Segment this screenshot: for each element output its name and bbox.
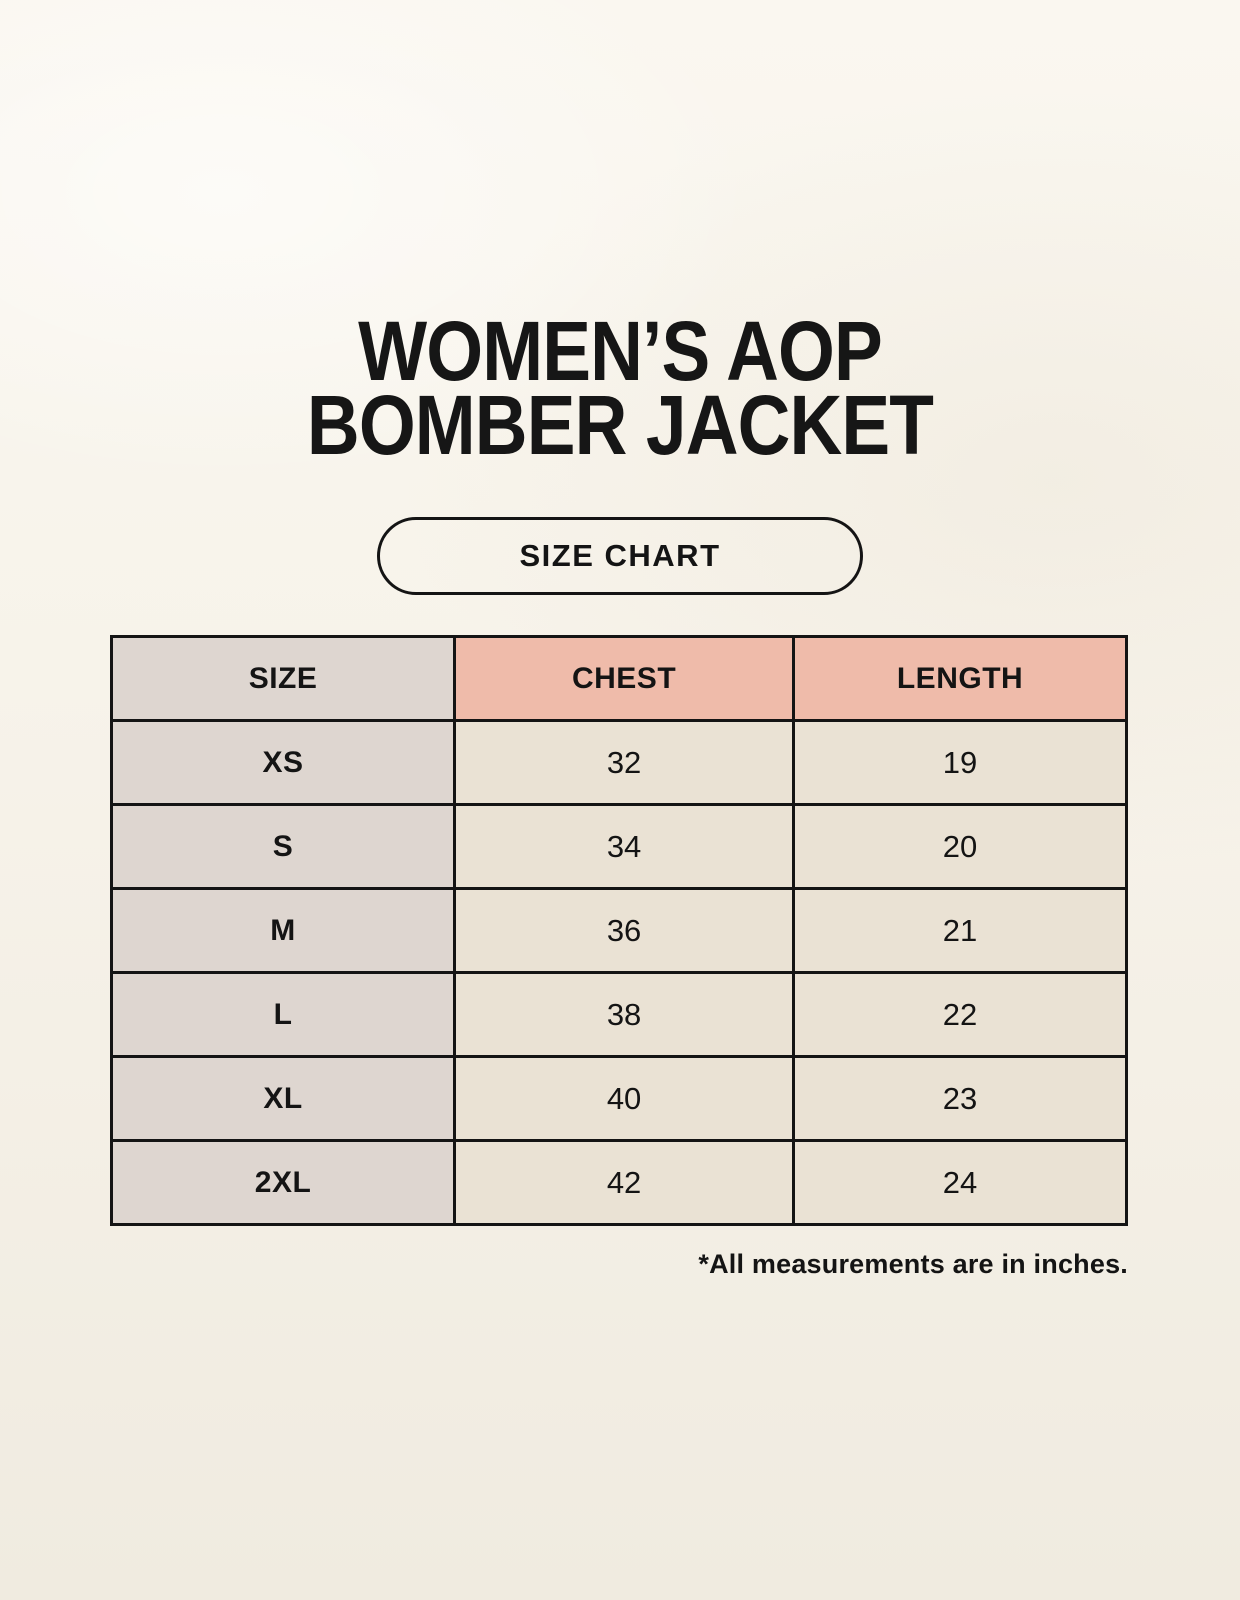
page-title: WOMEN’S AOP BOMBER JACKET: [81, 304, 1160, 472]
chest-cell: 34: [453, 803, 796, 890]
header-cell-chest: CHEST: [453, 635, 796, 722]
size-cell: XL: [109, 1055, 457, 1142]
table-row-s: S 34 20: [109, 803, 1128, 890]
length-cell: 21: [792, 887, 1128, 974]
chest-cell: 36: [453, 887, 796, 974]
size-table: SIZE CHEST LENGTH XS 32 19 S 34 20 M 36 …: [109, 635, 1128, 1226]
chest-cell: 38: [453, 971, 796, 1058]
length-cell: 23: [792, 1055, 1128, 1142]
chest-cell: 40: [453, 1055, 796, 1142]
size-chart-pill: SIZE CHART: [377, 517, 863, 595]
length-cell: 19: [792, 719, 1128, 806]
table-row-2xl: 2XL 42 24: [109, 1139, 1128, 1226]
size-cell: M: [109, 887, 457, 974]
chest-cell: 32: [453, 719, 796, 806]
size-cell: XS: [109, 719, 457, 806]
measurements-footnote: *All measurements are in inches.: [698, 1249, 1128, 1279]
size-cell: 2XL: [109, 1139, 457, 1226]
chest-cell: 42: [453, 1139, 796, 1226]
table-row-xl: XL 40 23: [109, 1055, 1128, 1142]
length-cell: 22: [792, 971, 1128, 1058]
table-row-l: L 38 22: [109, 971, 1128, 1058]
header-row: SIZE CHEST LENGTH: [109, 635, 1128, 722]
header-cell-length: LENGTH: [792, 635, 1128, 722]
size-cell: L: [109, 971, 457, 1058]
size-chart-label: SIZE CHART: [519, 538, 721, 573]
table-row-m: M 36 21: [109, 887, 1128, 974]
length-cell: 24: [792, 1139, 1128, 1226]
title-line-1: WOMEN’S AOP: [358, 304, 883, 398]
size-cell: S: [109, 803, 457, 890]
header-cell-size: SIZE: [109, 635, 457, 722]
title-line-2: BOMBER JACKET: [306, 378, 934, 472]
table-row-xs: XS 32 19: [109, 719, 1128, 806]
length-cell: 20: [792, 803, 1128, 890]
